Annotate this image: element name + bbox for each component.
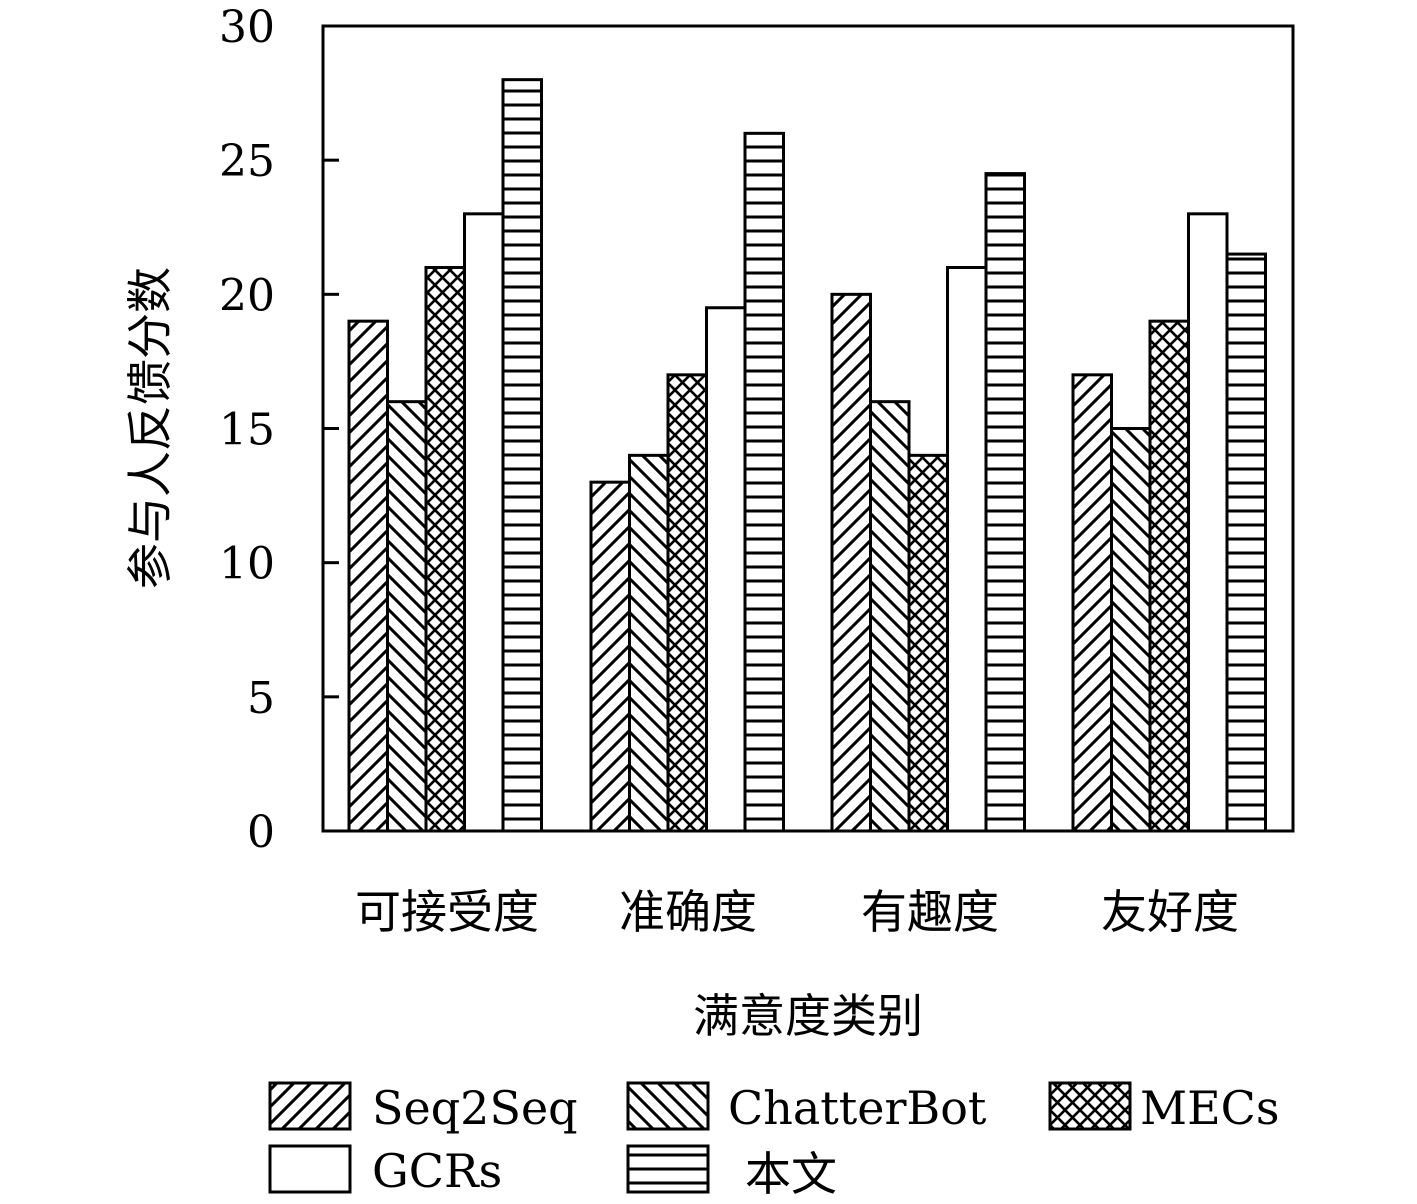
legend-label: ChatterBot (728, 1081, 987, 1135)
bar-seq2seq-2 (830, 292, 872, 833)
bar-mecs-3 (1148, 319, 1190, 833)
x-axis-title: 满意度类别 (693, 989, 923, 1043)
bar-本文-1 (743, 131, 785, 833)
legend-label: MECs (1140, 1081, 1279, 1135)
y-tick-label: 0 (247, 807, 275, 858)
category-label: 可接受度 (355, 885, 539, 939)
legend-swatch (1048, 1081, 1132, 1131)
legend-label: Seq2Seq (372, 1081, 578, 1135)
bar-seq2seq-3 (1071, 373, 1113, 833)
y-tick-label: 10 (219, 539, 275, 590)
plot-frame (321, 24, 1295, 833)
bar-chatterbot-1 (628, 453, 670, 833)
bar-gcrs-1 (705, 306, 747, 833)
legend-swatch (268, 1081, 352, 1131)
y-axis-title: 参与人反馈分数 (123, 267, 177, 589)
y-tick-label: 5 (247, 673, 275, 724)
y-tick-label: 15 (219, 405, 275, 456)
legend: Seq2Seq ChatterBot MECs GCRs 本文 (268, 1081, 1279, 1201)
bar-gcrs-3 (1187, 212, 1229, 833)
bar-chatterbot-2 (869, 400, 911, 833)
bar-mecs-0 (424, 266, 466, 833)
y-tick-label: 25 (219, 136, 275, 187)
y-ticks: 0 5 10 15 20 25 30 (219, 2, 339, 858)
legend-item-seq2seq: Seq2Seq (268, 1081, 578, 1135)
category-label: 有趣度 (861, 885, 999, 939)
legend-item-ours: 本文 (626, 1144, 837, 1201)
legend-swatch (268, 1144, 352, 1194)
legend-item-gcrs: GCRs (268, 1144, 502, 1198)
bar-gcrs-2 (946, 266, 988, 833)
legend-swatch (626, 1081, 710, 1131)
bar-chatterbot-3 (1110, 427, 1152, 833)
category-label: 准确度 (619, 885, 757, 939)
bar-mecs-2 (907, 453, 949, 833)
legend-item-chatterbot: ChatterBot (626, 1081, 987, 1135)
legend-label: 本文 (745, 1147, 837, 1201)
bars (347, 78, 1267, 833)
legend-item-mecs: MECs (1048, 1081, 1279, 1135)
bar-gcrs-0 (463, 212, 505, 833)
bar-本文-2 (984, 172, 1026, 833)
legend-label: GCRs (372, 1144, 502, 1198)
category-labels: 可接受度 准确度 有趣度 友好度 (355, 885, 1239, 939)
bar-seq2seq-0 (347, 319, 389, 833)
bar-本文-0 (501, 78, 543, 833)
category-label: 友好度 (1101, 885, 1239, 939)
y-tick-label: 20 (219, 270, 275, 321)
legend-swatch (626, 1144, 710, 1194)
bar-mecs-1 (666, 373, 708, 833)
bar-seq2seq-1 (589, 480, 631, 833)
bar-chatterbot-0 (386, 400, 428, 833)
y-tick-label: 30 (219, 2, 275, 53)
bar-本文-3 (1225, 252, 1267, 833)
